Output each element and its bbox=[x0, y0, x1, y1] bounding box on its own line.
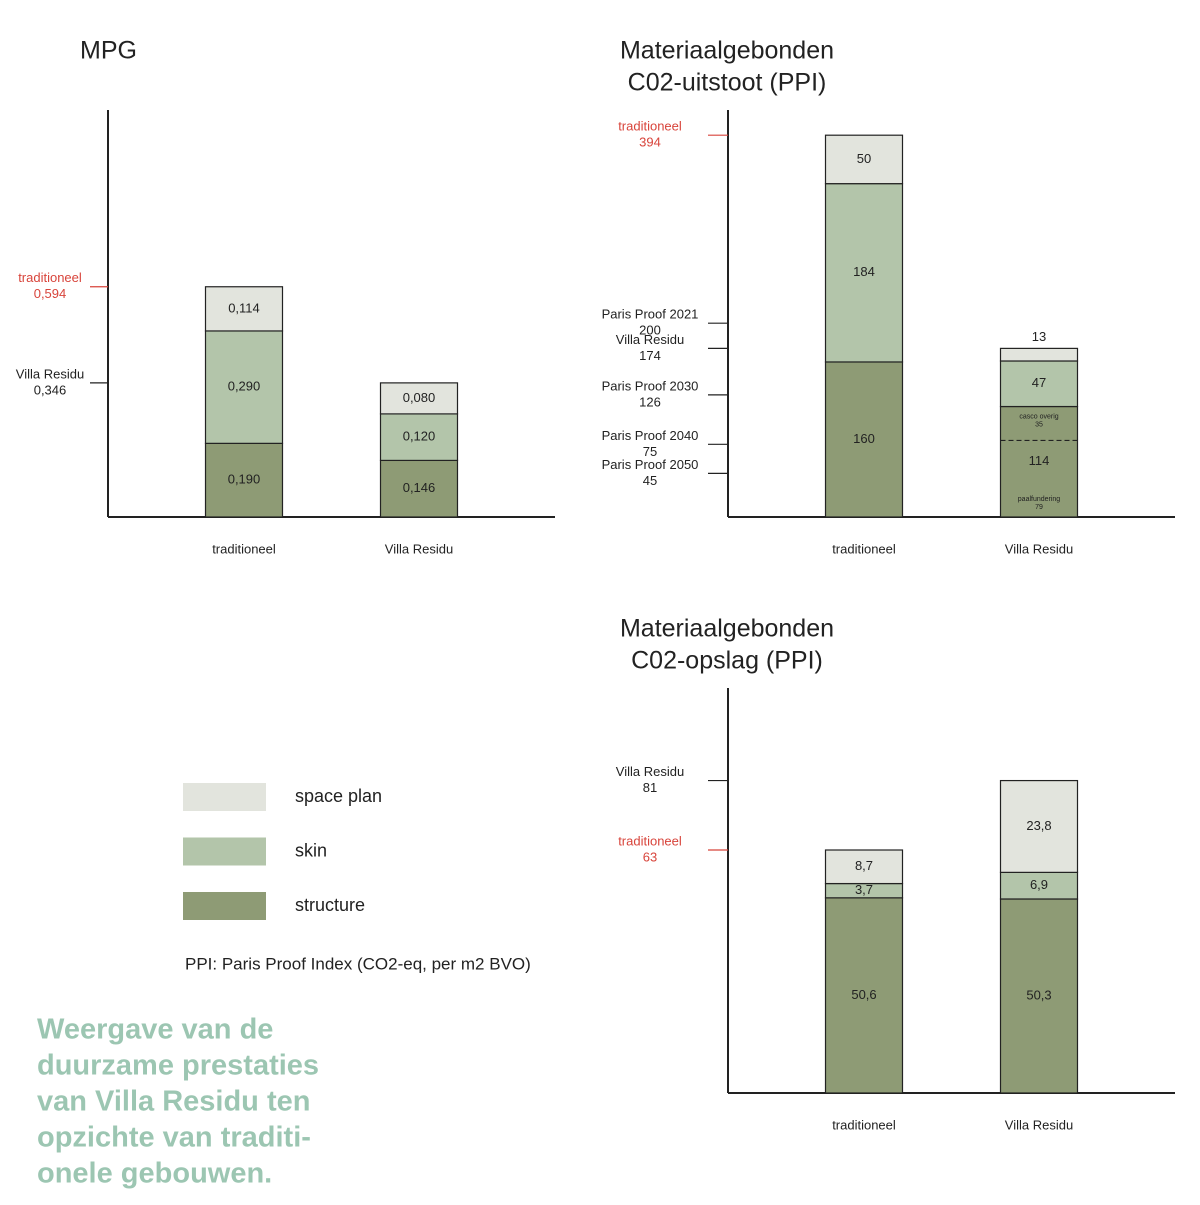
value-label: 6,9 bbox=[1030, 877, 1048, 892]
breakdown-name: paalfundering bbox=[1018, 496, 1061, 503]
reference-value: 45 bbox=[643, 473, 657, 488]
breakdown-name: casco overig bbox=[1019, 413, 1058, 420]
reference-label: Paris Proof 2021 bbox=[602, 307, 699, 322]
reference-value: 174 bbox=[639, 348, 661, 363]
value-label: 13 bbox=[1032, 329, 1046, 344]
reference-value: 126 bbox=[639, 394, 661, 409]
reference-label: Paris Proof 2030 bbox=[602, 378, 699, 393]
caption: Weergave van de bbox=[37, 1014, 273, 1046]
legend-swatch bbox=[183, 783, 266, 811]
x-tick-label: Villa Residu bbox=[385, 541, 453, 556]
reference-label: Villa Residu bbox=[16, 366, 84, 381]
reference-label: traditioneel bbox=[618, 119, 682, 134]
value-label: 0,190 bbox=[228, 472, 261, 487]
legend-swatch bbox=[183, 892, 266, 920]
value-label: 0,120 bbox=[403, 429, 436, 444]
value-label: 0,114 bbox=[228, 300, 260, 315]
caption: opzichte van traditi- bbox=[37, 1122, 311, 1154]
reference-label: Paris Proof 2050 bbox=[602, 457, 699, 472]
value-label: 184 bbox=[853, 264, 875, 279]
value-label: 50 bbox=[857, 151, 871, 166]
bar-segment bbox=[999, 347, 1079, 362]
reference-value: 81 bbox=[643, 780, 657, 795]
reference-label: traditioneel bbox=[18, 270, 82, 285]
x-tick-label: Villa Residu bbox=[1005, 1117, 1073, 1132]
reference-label: Villa Residu bbox=[616, 764, 684, 779]
value-label: 0,290 bbox=[228, 379, 261, 394]
legend-label: space plan bbox=[295, 786, 382, 806]
reference-label: Villa Residu bbox=[616, 332, 684, 347]
reference-value: 200 bbox=[639, 323, 661, 338]
value-label: 8,7 bbox=[855, 858, 873, 873]
value-label: 50,3 bbox=[1026, 987, 1051, 1002]
x-tick-label: traditioneel bbox=[832, 1117, 896, 1132]
reference-value: 63 bbox=[643, 849, 657, 864]
bar-segment bbox=[999, 871, 1079, 900]
reference-value: 0,594 bbox=[34, 286, 67, 301]
bar-segment bbox=[204, 330, 284, 444]
caption: onele gebouwen. bbox=[37, 1158, 272, 1190]
caption: duurzame prestaties bbox=[37, 1050, 319, 1082]
chart-title: Materiaalgebonden bbox=[620, 615, 834, 643]
bar-segment bbox=[204, 286, 284, 332]
value-label: 0,080 bbox=[403, 390, 436, 405]
chart-title: C02-uitstoot (PPI) bbox=[628, 69, 827, 97]
value-label: 0,146 bbox=[403, 480, 436, 495]
x-tick-label: traditioneel bbox=[832, 541, 896, 556]
bar-segment bbox=[999, 405, 1079, 518]
x-tick-label: Villa Residu bbox=[1005, 541, 1073, 556]
reference-value: 0,346 bbox=[34, 382, 67, 397]
chart-title: Materiaalgebonden bbox=[620, 37, 834, 65]
reference-label: traditioneel bbox=[618, 833, 682, 848]
bar-segment bbox=[204, 442, 284, 518]
value-label: 47 bbox=[1032, 375, 1046, 390]
note: PPI: Paris Proof Index (CO2-eq, per m2 B… bbox=[185, 954, 531, 973]
bar-segment bbox=[824, 849, 904, 885]
reference-label: Paris Proof 2040 bbox=[602, 428, 699, 443]
value-label: 160 bbox=[853, 431, 875, 446]
chart-title: MPG bbox=[80, 37, 137, 65]
legend-label: structure bbox=[295, 895, 365, 915]
bar-segment bbox=[379, 413, 459, 462]
chart-title: C02-opslag (PPI) bbox=[631, 647, 823, 675]
value-label: 50,6 bbox=[851, 987, 876, 1002]
bar-segment bbox=[824, 361, 904, 518]
x-tick-label: traditioneel bbox=[212, 541, 276, 556]
bar-segment bbox=[999, 898, 1079, 1094]
legend-label: skin bbox=[295, 840, 327, 860]
bar-segment bbox=[824, 183, 904, 363]
reference-value: 394 bbox=[639, 135, 661, 150]
bar-segment bbox=[824, 134, 904, 185]
caption: van Villa Residu ten bbox=[37, 1086, 310, 1118]
legend-swatch bbox=[183, 837, 266, 866]
breakdown-value: 79 bbox=[1035, 504, 1043, 511]
bar-segment bbox=[379, 382, 459, 415]
bar-segment bbox=[999, 360, 1079, 408]
bar-segment bbox=[824, 897, 904, 1094]
value-label: 23,8 bbox=[1026, 818, 1051, 833]
reference-value: 75 bbox=[643, 444, 657, 459]
bar-segment bbox=[999, 779, 1079, 873]
value-label: 114 bbox=[1029, 453, 1050, 468]
breakdown-value: 35 bbox=[1035, 421, 1043, 428]
value-label: 3,7 bbox=[855, 882, 873, 897]
